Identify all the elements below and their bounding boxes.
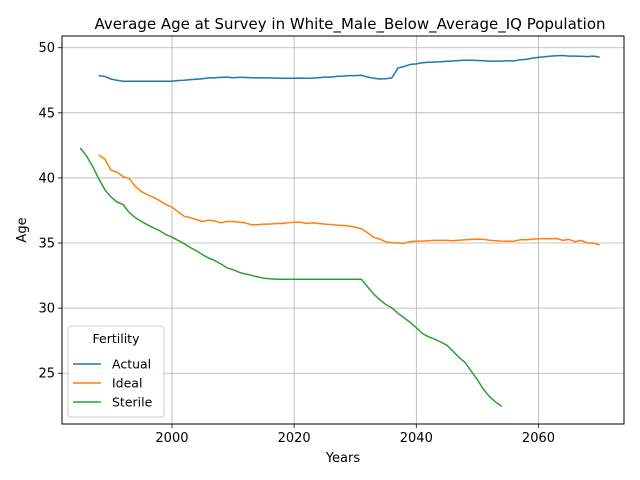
- y-axis-ticks: 25 30 35 40 45 50: [38, 41, 62, 382]
- x-tick-label: 2020: [278, 431, 311, 446]
- x-tick-label: 2040: [400, 431, 433, 446]
- legend-items: Actual Ideal Sterile: [73, 357, 153, 410]
- x-axis-label: Years: [325, 451, 361, 466]
- legend-label-actual: Actual: [112, 357, 151, 372]
- y-tick-label: 25: [38, 367, 55, 382]
- y-tick-label: 35: [38, 237, 55, 252]
- chart-title: Average Age at Survey in White_Male_Belo…: [94, 15, 605, 34]
- x-tick-label: 2060: [522, 431, 555, 446]
- y-tick-label: 30: [38, 302, 55, 317]
- legend-title: Fertility: [93, 331, 141, 346]
- y-axis-label: Age: [15, 217, 30, 242]
- series-line-ideal: [99, 155, 600, 245]
- y-tick-label: 45: [38, 106, 55, 121]
- x-axis-ticks: 2000 2020 2040 2060: [155, 424, 555, 446]
- x-tick-label: 2000: [155, 431, 188, 446]
- y-tick-label: 40: [38, 171, 55, 186]
- y-tick-label: 50: [38, 41, 55, 56]
- series-line-actual: [99, 56, 600, 82]
- legend-label-ideal: Ideal: [112, 376, 142, 391]
- legend: Fertility Actual Ideal Sterile: [68, 326, 164, 417]
- legend-label-sterile: Sterile: [112, 395, 153, 410]
